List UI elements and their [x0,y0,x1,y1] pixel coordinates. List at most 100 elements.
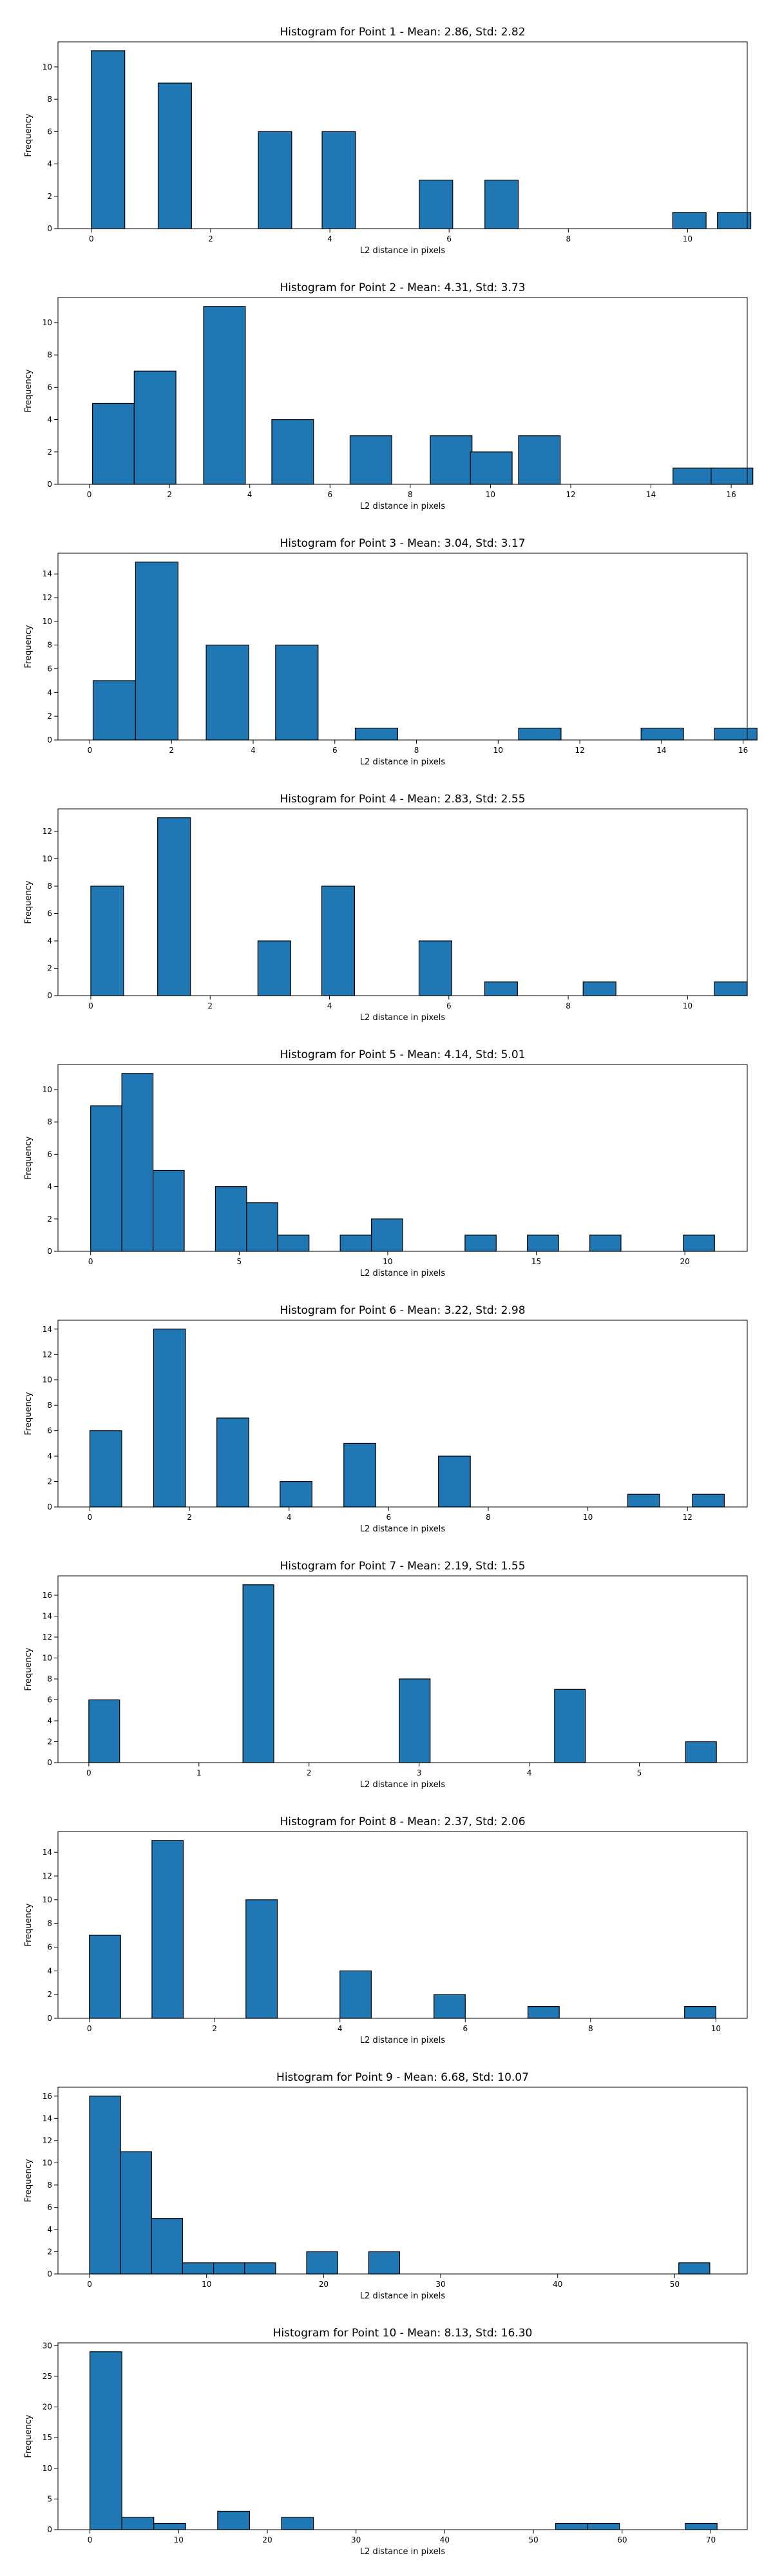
histogram-bar [717,212,752,229]
histogram-bar [217,2510,251,2530]
x-tick-label: 20 [319,2280,329,2289]
histogram-bar [430,435,473,485]
plot-frame [57,1831,748,2019]
x-tick-label: 0 [87,2280,92,2289]
y-tick-label: 12 [43,593,52,602]
histogram-bar [370,1218,403,1252]
y-tick-label: 0 [47,224,52,233]
y-tick-label: 2 [47,964,52,973]
histogram-bar [258,131,292,229]
y-tick-label: 16 [43,1591,52,1600]
y-tick-label: 16 [43,2092,52,2101]
plot-frame [57,2342,748,2530]
x-tick-label: 10 [683,234,692,243]
chart-title: Histogram for Point 4 - Mean: 2.83, Std:… [280,793,525,806]
x-tick-label: 2 [167,490,172,499]
x-tick-label: 6 [386,1513,392,1522]
histogram-panel-8: Histogram for Point 8 - Mean: 2.37, Std:… [24,1815,748,2045]
y-tick-label: 4 [47,936,52,945]
chart-title: Histogram for Point 5 - Mean: 4.14, Std:… [280,1048,525,1061]
chart-title: Histogram for Point 1 - Mean: 2.86, Std:… [280,26,525,39]
x-tick-label: 2 [212,2024,217,2033]
histogram-bar [91,50,126,229]
plot-frame [57,2087,748,2275]
histogram-bar [587,2523,620,2530]
histogram-bar [153,2523,186,2530]
x-tick-label: 8 [588,2024,593,2033]
chart-title: Histogram for Point 7 - Mean: 2.19, Std:… [280,1560,525,1573]
histogram-bar [714,727,758,741]
y-tick-label: 2 [47,712,52,721]
x-tick-label: 30 [351,2535,361,2544]
y-axis-label: Frequency [24,1647,33,1690]
y-tick-label: 0 [47,2014,52,2023]
chart-title: Histogram for Point 9 - Mean: 6.68, Std:… [276,2071,529,2084]
y-tick-label: 0 [47,2525,52,2534]
x-tick-label: 40 [553,2280,562,2289]
histogram-bar [354,727,398,741]
chart-title: Histogram for Point 2 - Mean: 4.31, Std:… [280,281,525,294]
histogram-bar [627,1493,660,1508]
histogram-bar [343,1443,376,1508]
x-tick-label: 0 [88,746,93,755]
x-tick-label: 16 [726,490,736,499]
plot-frame [57,41,748,229]
histogram-bar [153,1329,186,1508]
y-tick-label: 10 [43,855,52,864]
histogram-panel-9: Histogram for Point 9 - Mean: 6.68, Std:… [24,2071,748,2301]
y-tick-label: 0 [47,1247,52,1256]
y-axis-label: Frequency [24,2414,33,2458]
x-tick-label: 10 [486,490,495,499]
x-tick-label: 60 [617,2535,627,2544]
histogram-bar [527,1235,559,1252]
histogram-bar [182,2262,215,2275]
histogram-bar [91,402,135,485]
y-tick-label: 10 [43,1085,52,1094]
histogram-bar [321,131,356,229]
y-tick-label: 0 [47,991,52,1000]
x-tick-label: 2 [187,1513,192,1522]
histogram-panel-4: Histogram for Point 4 - Mean: 2.83, Std:… [24,793,748,1023]
plot-frame [57,553,748,741]
y-tick-label: 8 [47,882,52,891]
x-tick-label: 10 [174,2535,184,2544]
y-tick-label: 6 [47,2202,52,2211]
x-tick-label: 8 [566,1001,571,1010]
histogram-bar [527,2005,560,2019]
histogram-panel-2: Histogram for Point 2 - Mean: 4.31, Std:… [24,281,754,511]
histogram-bar [135,562,178,741]
x-tick-label: 10 [711,2024,721,2033]
histogram-bar [685,1741,717,1763]
histogram-panel-6: Histogram for Point 6 - Mean: 3.22, Std:… [24,1304,748,1534]
y-tick-label: 8 [47,95,52,104]
y-tick-label: 14 [43,1325,52,1334]
y-axis-label: Frequency [24,113,33,156]
histogram-bar [277,1235,310,1252]
y-axis-label: Frequency [24,1392,33,1435]
histogram-bar [157,82,192,229]
x-tick-label: 3 [417,1768,422,1777]
y-tick-label: 12 [43,827,52,836]
x-tick-label: 1 [196,1768,202,1777]
chart-title: Histogram for Point 10 - Mean: 8.13, Std… [273,2327,533,2340]
histogram-bar [518,727,562,741]
x-tick-label: 8 [486,1513,491,1522]
histogram-bar [203,306,246,485]
y-tick-label: 14 [43,1612,52,1621]
histogram-bar [582,981,616,996]
histogram-bar [216,1417,249,1508]
x-tick-label: 14 [646,490,656,499]
histogram-bar [484,981,518,996]
y-tick-label: 8 [47,350,52,359]
y-tick-label: 6 [47,909,52,918]
y-tick-label: 2 [47,1990,52,1999]
x-tick-label: 0 [88,1257,93,1266]
y-tick-label: 4 [47,1966,52,1975]
x-tick-label: 12 [683,1513,692,1522]
histogram-bar [280,1481,312,1508]
histogram-bar [555,2523,588,2530]
x-tick-label: 0 [87,490,92,499]
histogram-bar [151,1840,184,2019]
x-tick-label: 12 [566,490,575,499]
y-tick-label: 6 [47,1426,52,1435]
